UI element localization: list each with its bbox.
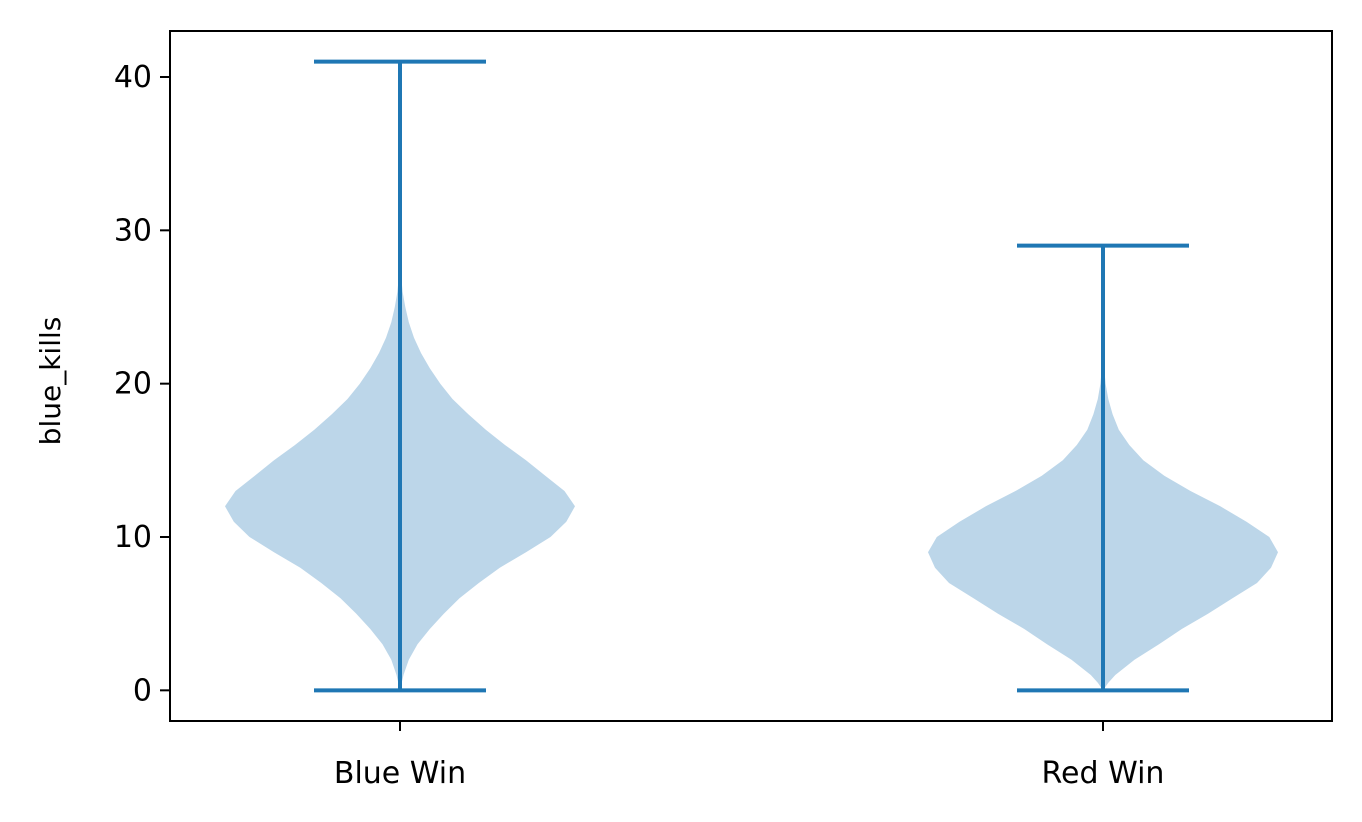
y-axis: 0 10 20 30 40: [114, 60, 170, 708]
x-tick-label: Blue Win: [334, 756, 466, 791]
x-tick-label: Red Win: [1042, 756, 1165, 791]
y-tick-label: 30: [114, 213, 152, 248]
y-tick-label: 40: [114, 60, 152, 95]
axes-frame: [169, 30, 1333, 722]
plot-area: [225, 59, 1278, 693]
x-axis: Blue Win Red Win: [334, 721, 1165, 791]
y-tick-label: 10: [114, 520, 152, 555]
y-tick-label: 20: [114, 367, 152, 402]
y-tick-label: 0: [133, 673, 152, 708]
y-axis-label: blue_kills: [34, 317, 67, 446]
